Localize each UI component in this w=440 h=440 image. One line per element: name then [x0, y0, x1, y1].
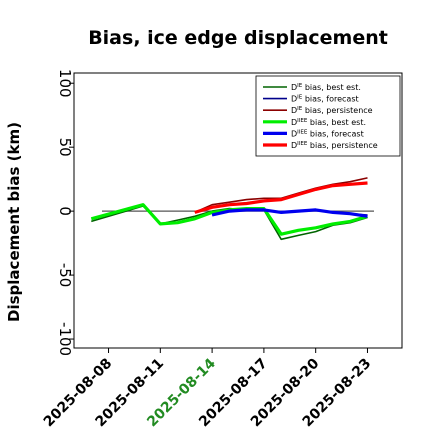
legend-label-5: DIIEE bias, forecast: [291, 129, 364, 138]
y-axis-label: Displacement bias (km): [5, 122, 23, 322]
legend-label-2: DIE bias, forecast: [291, 95, 359, 104]
series-line-6: [194, 181, 368, 214]
series-line-5: [211, 208, 368, 218]
series-line-4: [90, 203, 368, 236]
y-tick-label: 50: [56, 138, 74, 157]
plot-area-frame: [73, 72, 403, 349]
y-tick-label: -50: [56, 263, 74, 288]
legend-label-4: DIIEE bias, best est.: [291, 118, 366, 127]
chart-legend: DIE bias, best est. DIE bias, forecast DIE…: [255, 75, 401, 157]
y-tick-label: -100: [56, 322, 74, 356]
legend-label-3: DIE bias, persistence: [291, 106, 373, 115]
legend-label-6: DIIEE bias, persistence: [291, 141, 378, 150]
y-tick-label: 0: [56, 206, 74, 216]
y-tick-label: 100: [56, 69, 74, 98]
legend-label-1: DIE bias, best est.: [291, 83, 361, 92]
chart-title: Bias, ice edge displacement: [88, 27, 388, 49]
legend-box: [255, 75, 401, 157]
